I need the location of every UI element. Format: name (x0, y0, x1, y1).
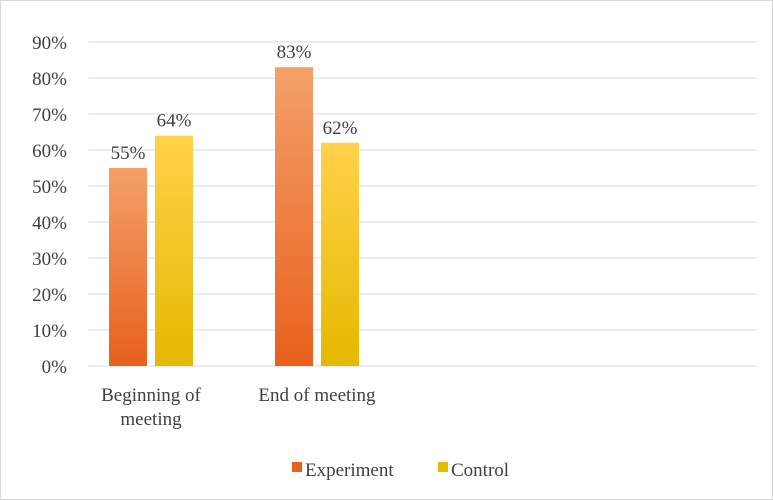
bars (109, 67, 359, 366)
legend: Experiment Control (292, 460, 509, 481)
y-axis-ticks: 0% 10% 20% 30% 40% 50% 60% 70% 80% 90% (32, 33, 67, 378)
y-tick-label: 60% (32, 141, 67, 162)
x-category-label: End of meeting (258, 385, 376, 406)
bar-experiment-1 (109, 168, 147, 366)
gridlines (89, 41, 758, 367)
y-tick-label: 10% (32, 321, 67, 342)
data-label: 62% (323, 118, 358, 139)
y-tick-label: 50% (32, 177, 67, 198)
y-tick-label: 20% (32, 285, 67, 306)
bar-experiment-2 (275, 67, 313, 366)
y-tick-label: 90% (32, 33, 67, 54)
data-label: 64% (157, 111, 192, 132)
y-tick-label: 80% (32, 69, 67, 90)
y-tick-label: 30% (32, 249, 67, 270)
x-axis-categories: Beginning of meeting End of meeting (101, 385, 376, 430)
data-label: 83% (277, 42, 312, 63)
x-category-label: Beginning of meeting (101, 385, 201, 430)
bar-control-1 (155, 135, 193, 366)
y-tick-label: 70% (32, 105, 67, 126)
legend-swatch-control (438, 462, 448, 472)
y-tick-label: 0% (42, 357, 68, 378)
bar-control-2 (321, 142, 359, 366)
legend-label-control: Control (451, 460, 509, 481)
legend-swatch-experiment (292, 462, 302, 472)
data-label: 55% (111, 143, 146, 164)
y-tick-label: 40% (32, 213, 67, 234)
legend-label-experiment: Experiment (305, 460, 394, 481)
data-labels: 55% 64% 83% 62% (111, 42, 358, 164)
